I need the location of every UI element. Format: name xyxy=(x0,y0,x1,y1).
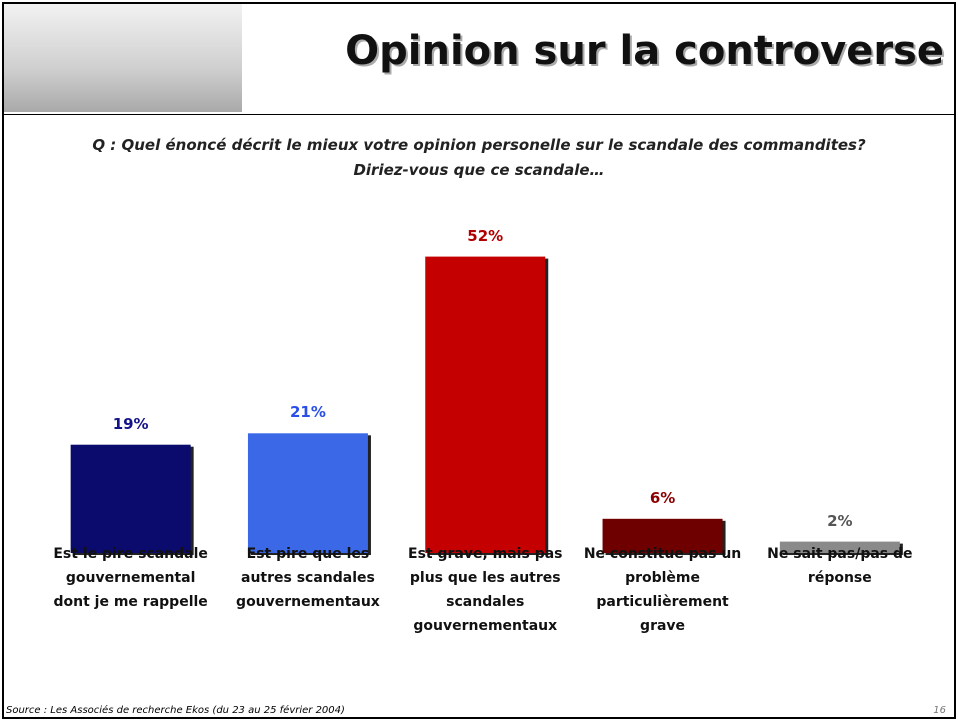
question-line: Diriez-vous que ce scandale… xyxy=(353,161,605,179)
bar xyxy=(425,256,546,553)
category-label: Ne constitue pas un problème particulièr… xyxy=(583,546,742,634)
page-number: 16 xyxy=(933,705,946,716)
title: Opinion sur la controverse xyxy=(345,28,944,74)
value-label: 52% xyxy=(467,226,504,245)
bar xyxy=(70,444,191,553)
value-label: 19% xyxy=(112,414,149,433)
bar xyxy=(247,433,368,553)
value-label: 6% xyxy=(649,488,676,507)
value-label: 21% xyxy=(289,403,326,422)
source: Source : Les Associés de recherche Ekos … xyxy=(6,705,345,716)
category-label: Est grave, mais pas plus que les autres … xyxy=(408,546,563,634)
header-rule xyxy=(4,114,954,115)
bar xyxy=(602,518,723,553)
category-label: Est le pire scandale gouvernemental dont… xyxy=(53,546,208,610)
category-label: Est pire que les autres scandales gouver… xyxy=(236,546,380,610)
question-line: Q : Quel énoncé décrit le mieux votre op… xyxy=(92,136,866,154)
bar xyxy=(779,541,900,553)
header-photo xyxy=(4,4,242,112)
category-label: Ne sait pas/pas de réponse xyxy=(767,546,913,586)
value-label: 2% xyxy=(827,511,853,530)
